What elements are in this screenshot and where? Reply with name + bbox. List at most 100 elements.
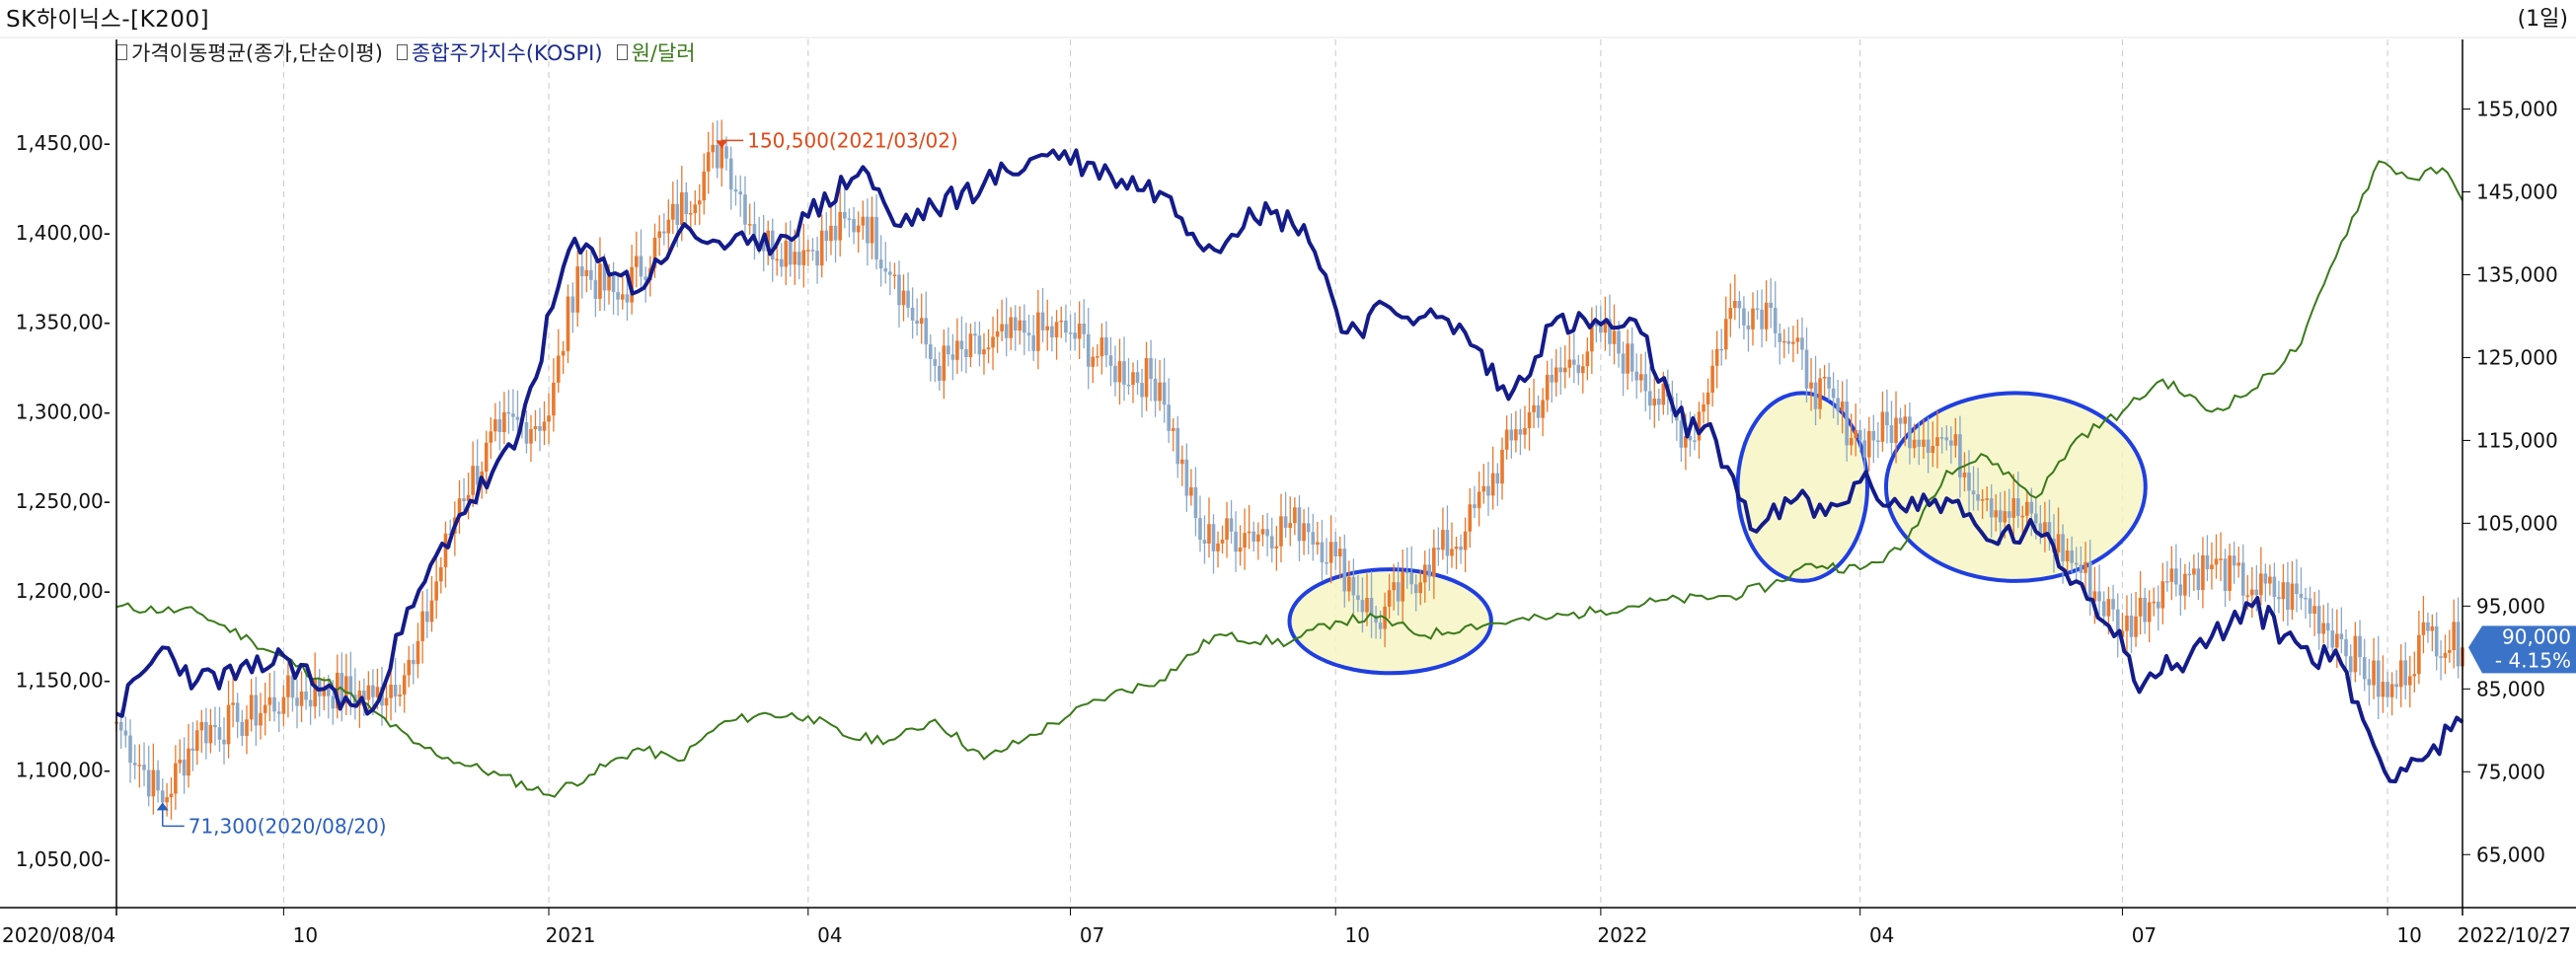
candle-body: [1733, 301, 1737, 309]
candle-body: [1023, 320, 1026, 333]
candle-body: [511, 413, 515, 417]
candle-body: [1599, 326, 1603, 333]
candle-body: [1889, 425, 1894, 443]
candle-body: [2321, 623, 2325, 634]
candle-body: [286, 675, 290, 697]
candle-body: [1068, 332, 1073, 334]
candle-body: [1643, 374, 1648, 392]
candle-body: [1454, 547, 1459, 550]
candle-body: [733, 189, 738, 192]
candle-body: [547, 415, 551, 422]
candle-body: [1545, 374, 1550, 401]
candle-body: [2304, 597, 2308, 600]
candle-body: [1944, 437, 1949, 441]
candle-body: [666, 219, 671, 234]
candle-body: [2034, 513, 2038, 524]
candle-body: [2219, 558, 2223, 560]
candle-body: [1705, 392, 1710, 404]
candle-body: [2376, 660, 2381, 697]
candle-body: [2312, 606, 2316, 615]
candle-body: [870, 216, 874, 244]
candle-body: [1234, 531, 1238, 552]
period-label[interactable]: (1일): [2517, 7, 2568, 32]
candle-body: [1369, 598, 1374, 617]
candle-body: [235, 702, 240, 722]
candle-body: [375, 687, 380, 697]
candle-body: [1193, 486, 1198, 519]
candle-body: [2106, 599, 2111, 617]
candle-body: [2299, 594, 2304, 598]
candle-body: [1562, 367, 1567, 373]
candle-body: [213, 724, 217, 728]
candle-body: [2308, 598, 2312, 615]
candle-body: [2210, 564, 2214, 570]
candle-body: [1931, 445, 1935, 454]
candle-body: [688, 212, 693, 215]
candle-body: [1216, 543, 1220, 551]
candle-body: [489, 431, 493, 443]
candle-body: [1638, 374, 1643, 381]
right-tick-label: 95,000: [2476, 594, 2545, 618]
candle-body: [1468, 504, 1473, 532]
candle-body: [1473, 504, 1477, 509]
candle-body: [950, 354, 955, 360]
candle-body: [1657, 399, 1661, 405]
legend-item-krwusd[interactable]: 원/달러: [616, 37, 696, 67]
candle-body: [1211, 524, 1216, 551]
candle-body: [2192, 568, 2196, 575]
highlight-ellipse: [1883, 391, 2148, 583]
candle-body: [1849, 438, 1854, 446]
candle-body: [919, 318, 924, 325]
candle-body: [662, 231, 666, 234]
chart-header: SK하이닉스-[K200] (1일): [0, 0, 2576, 34]
candle-body: [784, 241, 789, 267]
candle-body: [991, 336, 995, 348]
candle-body: [2160, 581, 2165, 609]
candle-body: [1283, 516, 1288, 529]
candle-body: [702, 171, 707, 201]
candle-body: [1854, 430, 1857, 439]
candle-body: [416, 640, 420, 665]
candle-body: [693, 204, 698, 213]
candle-body: [1009, 317, 1014, 338]
candle-body: [1198, 518, 1202, 541]
candle-body: [2205, 554, 2210, 570]
candle-body: [471, 466, 475, 495]
candle-body: [169, 793, 174, 798]
candle-body: [738, 191, 743, 195]
candle-body: [616, 292, 620, 300]
candle-body: [1495, 473, 1500, 484]
candle-body: [1243, 533, 1247, 549]
series-lines: [115, 148, 2464, 798]
candle-body: [1342, 549, 1347, 592]
legend-checkbox-icon[interactable]: [616, 44, 628, 60]
candle-body: [1288, 523, 1293, 529]
candle-body: [593, 279, 598, 299]
candle-body: [2403, 660, 2408, 686]
candle-body: [657, 231, 661, 238]
candle-body: [1351, 576, 1356, 596]
legend-item-moving-average[interactable]: 가격이동평균(종가,단순이평): [116, 37, 383, 67]
candle-body: [2087, 561, 2092, 602]
candle-body: [245, 719, 249, 736]
right-tick-label: 135,000: [2476, 262, 2558, 286]
candle-body: [259, 712, 263, 726]
left-tick-label: 1,150,00-: [16, 669, 111, 693]
current-price-label: 90,000: [2502, 624, 2571, 648]
legend-item-kospi[interactable]: 종합주가지수(KOSPI): [396, 37, 603, 67]
candle-body: [1590, 323, 1594, 352]
candle-body: [955, 340, 959, 360]
candle-body: [743, 194, 747, 225]
candle-body: [2038, 523, 2043, 535]
candle-body: [1360, 600, 1365, 613]
candle-body: [313, 679, 317, 707]
candle-body: [761, 241, 766, 252]
legend-checkbox-icon[interactable]: [396, 44, 408, 60]
candle-body: [1536, 404, 1541, 418]
candle-body: [924, 318, 929, 345]
candle-body: [888, 271, 892, 275]
candle-body: [502, 411, 506, 433]
candle-body: [2111, 599, 2115, 610]
candle-body: [1831, 388, 1836, 399]
